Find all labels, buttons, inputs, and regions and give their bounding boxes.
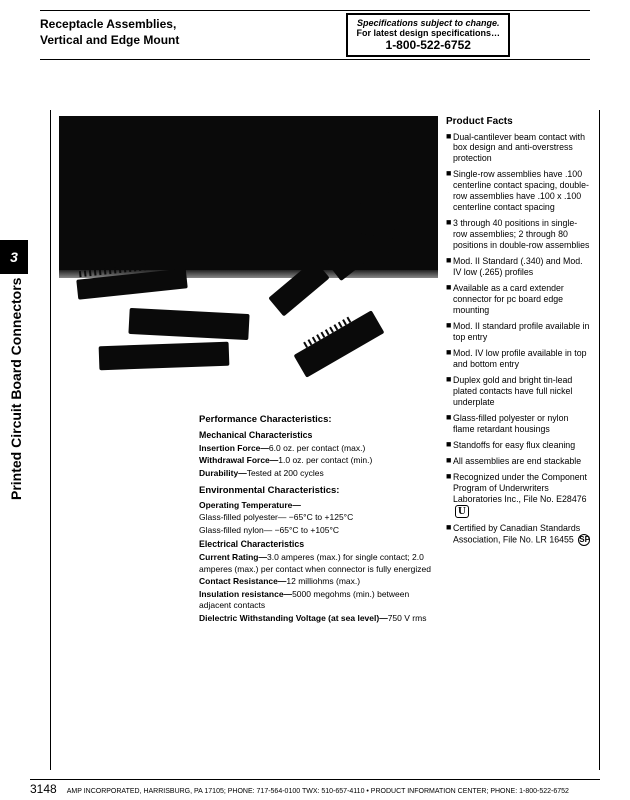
fact-text: Duplex gold and bright tin-lead plated c…	[453, 375, 591, 408]
spec-callout-box: Specifications subject to change. For la…	[346, 13, 510, 57]
spec-row: Current Rating—3.0 amperes (max.) for si…	[199, 552, 438, 575]
mech-heading: Mechanical Characteristics	[199, 430, 438, 442]
header: AMP Receptacle Assemblies, Vertical and …	[0, 0, 630, 60]
main-column: Performance Characteristics: Mechanical …	[59, 116, 438, 764]
fact-text: Standoffs for easy flux cleaning	[453, 440, 591, 451]
fact-item: ■Duplex gold and bright tin-lead plated …	[446, 375, 591, 408]
spec-line-1: Specifications subject to change.	[356, 18, 500, 28]
fact-text: Available as a card extender connector f…	[453, 283, 591, 316]
title-line-2: Vertical and Edge Mount	[40, 33, 346, 49]
fact-item: ■3 through 40 positions in single-row as…	[446, 218, 591, 251]
bullet-icon: ■	[446, 132, 453, 165]
spec-row: Glass-filled nylon— −65°C to +105°C	[199, 525, 438, 536]
elec-heading: Electrical Characteristics	[199, 539, 438, 551]
fact-text: 3 through 40 positions in single-row ass…	[453, 218, 591, 251]
brand-logo: AMP	[293, 0, 338, 3]
fact-item: ■Standoffs for easy flux cleaning	[446, 440, 591, 451]
fact-item: ■Dual-cantilever beam contact with box d…	[446, 132, 591, 165]
bullet-icon: ■	[446, 456, 453, 467]
bullet-icon: ■	[446, 218, 453, 251]
spec-row: Dielectric Withstanding Voltage (at sea …	[199, 613, 438, 624]
page-number: 3148	[30, 782, 57, 796]
spec-row: Insertion Force—6.0 oz. per contact (max…	[199, 443, 438, 454]
fact-text-csa: Certified by Canadian Standards Associat…	[453, 523, 591, 546]
fact-item: ■Single-row assemblies have .100 centerl…	[446, 169, 591, 213]
bullet-icon: ■	[446, 472, 453, 518]
bullet-icon: ■	[446, 256, 453, 278]
bullet-icon: ■	[446, 413, 453, 435]
performance-block: Performance Characteristics: Mechanical …	[59, 396, 438, 624]
title-line-1: Receptacle Assemblies,	[40, 17, 346, 33]
facts-column: Product Facts ■Dual-cantilever beam cont…	[446, 116, 591, 764]
product-photo	[59, 116, 438, 396]
bullet-icon: ■	[446, 523, 453, 546]
fact-text-ul: Recognized under the Component Program o…	[453, 472, 591, 518]
fact-item: ■ Recognized under the Component Program…	[446, 472, 591, 518]
fact-text: All assemblies are end stackable	[453, 456, 591, 467]
bullet-icon: ■	[446, 375, 453, 408]
fact-text: Mod. II standard profile available in to…	[453, 321, 591, 343]
fact-item: ■Mod. IV low profile available in top an…	[446, 348, 591, 370]
fact-text: Single-row assemblies have .100 centerli…	[453, 169, 591, 213]
env-heading: Environmental Characteristics:	[199, 485, 438, 498]
footer-text: AMP INCORPORATED, HARRISBURG, PA 17105; …	[67, 788, 569, 795]
spec-line-2: For latest design specifications…	[356, 28, 500, 38]
section-number-tab: 3	[0, 240, 28, 274]
page-footer: 3148 AMP INCORPORATED, HARRISBURG, PA 17…	[30, 779, 600, 796]
spec-row: Durability—Tested at 200 cycles	[199, 468, 438, 479]
fact-item: ■All assemblies are end stackable	[446, 456, 591, 467]
fact-item: ■Glass-filled polyester or nylon flame r…	[446, 413, 591, 435]
optemp-label: Operating Temperature—	[199, 500, 301, 510]
facts-heading: Product Facts	[446, 116, 591, 129]
fact-item: ■Mod. II standard profile available in t…	[446, 321, 591, 343]
spec-phone: 1-800-522-6752	[356, 38, 500, 52]
page-title: Receptacle Assemblies, Vertical and Edge…	[40, 13, 346, 52]
fact-text: Dual-cantilever beam contact with box de…	[453, 132, 591, 165]
section-title-vertical: Printed Circuit Board Connectors	[8, 278, 24, 500]
spec-row: Contact Resistance—12 milliohms (max.)	[199, 576, 438, 587]
bullet-icon: ■	[446, 283, 453, 316]
content-frame: Performance Characteristics: Mechanical …	[50, 110, 600, 770]
fact-text: Mod. IV low profile available in top and…	[453, 348, 591, 370]
spec-row: Insulation resistance—5000 megohms (min.…	[199, 589, 438, 612]
bullet-icon: ■	[446, 169, 453, 213]
fact-text: Mod. II Standard (.340) and Mod. IV low …	[453, 256, 591, 278]
fact-text: Glass-filled polyester or nylon flame re…	[453, 413, 591, 435]
bullet-icon: ■	[446, 348, 453, 370]
spec-row: Withdrawal Force—1.0 oz. per contact (mi…	[199, 455, 438, 466]
bullet-icon: ■	[446, 440, 453, 451]
fact-item: ■ Certified by Canadian Standards Associ…	[446, 523, 591, 546]
spec-row: Glass-filled polyester— −65°C to +125°C	[199, 512, 438, 523]
csa-icon: SP	[578, 534, 590, 546]
ul-icon: U	[455, 505, 469, 518]
bullet-icon: ■	[446, 321, 453, 343]
fact-item: ■Mod. II Standard (.340) and Mod. IV low…	[446, 256, 591, 278]
fact-item: ■Available as a card extender connector …	[446, 283, 591, 316]
perf-heading: Performance Characteristics:	[199, 414, 438, 427]
